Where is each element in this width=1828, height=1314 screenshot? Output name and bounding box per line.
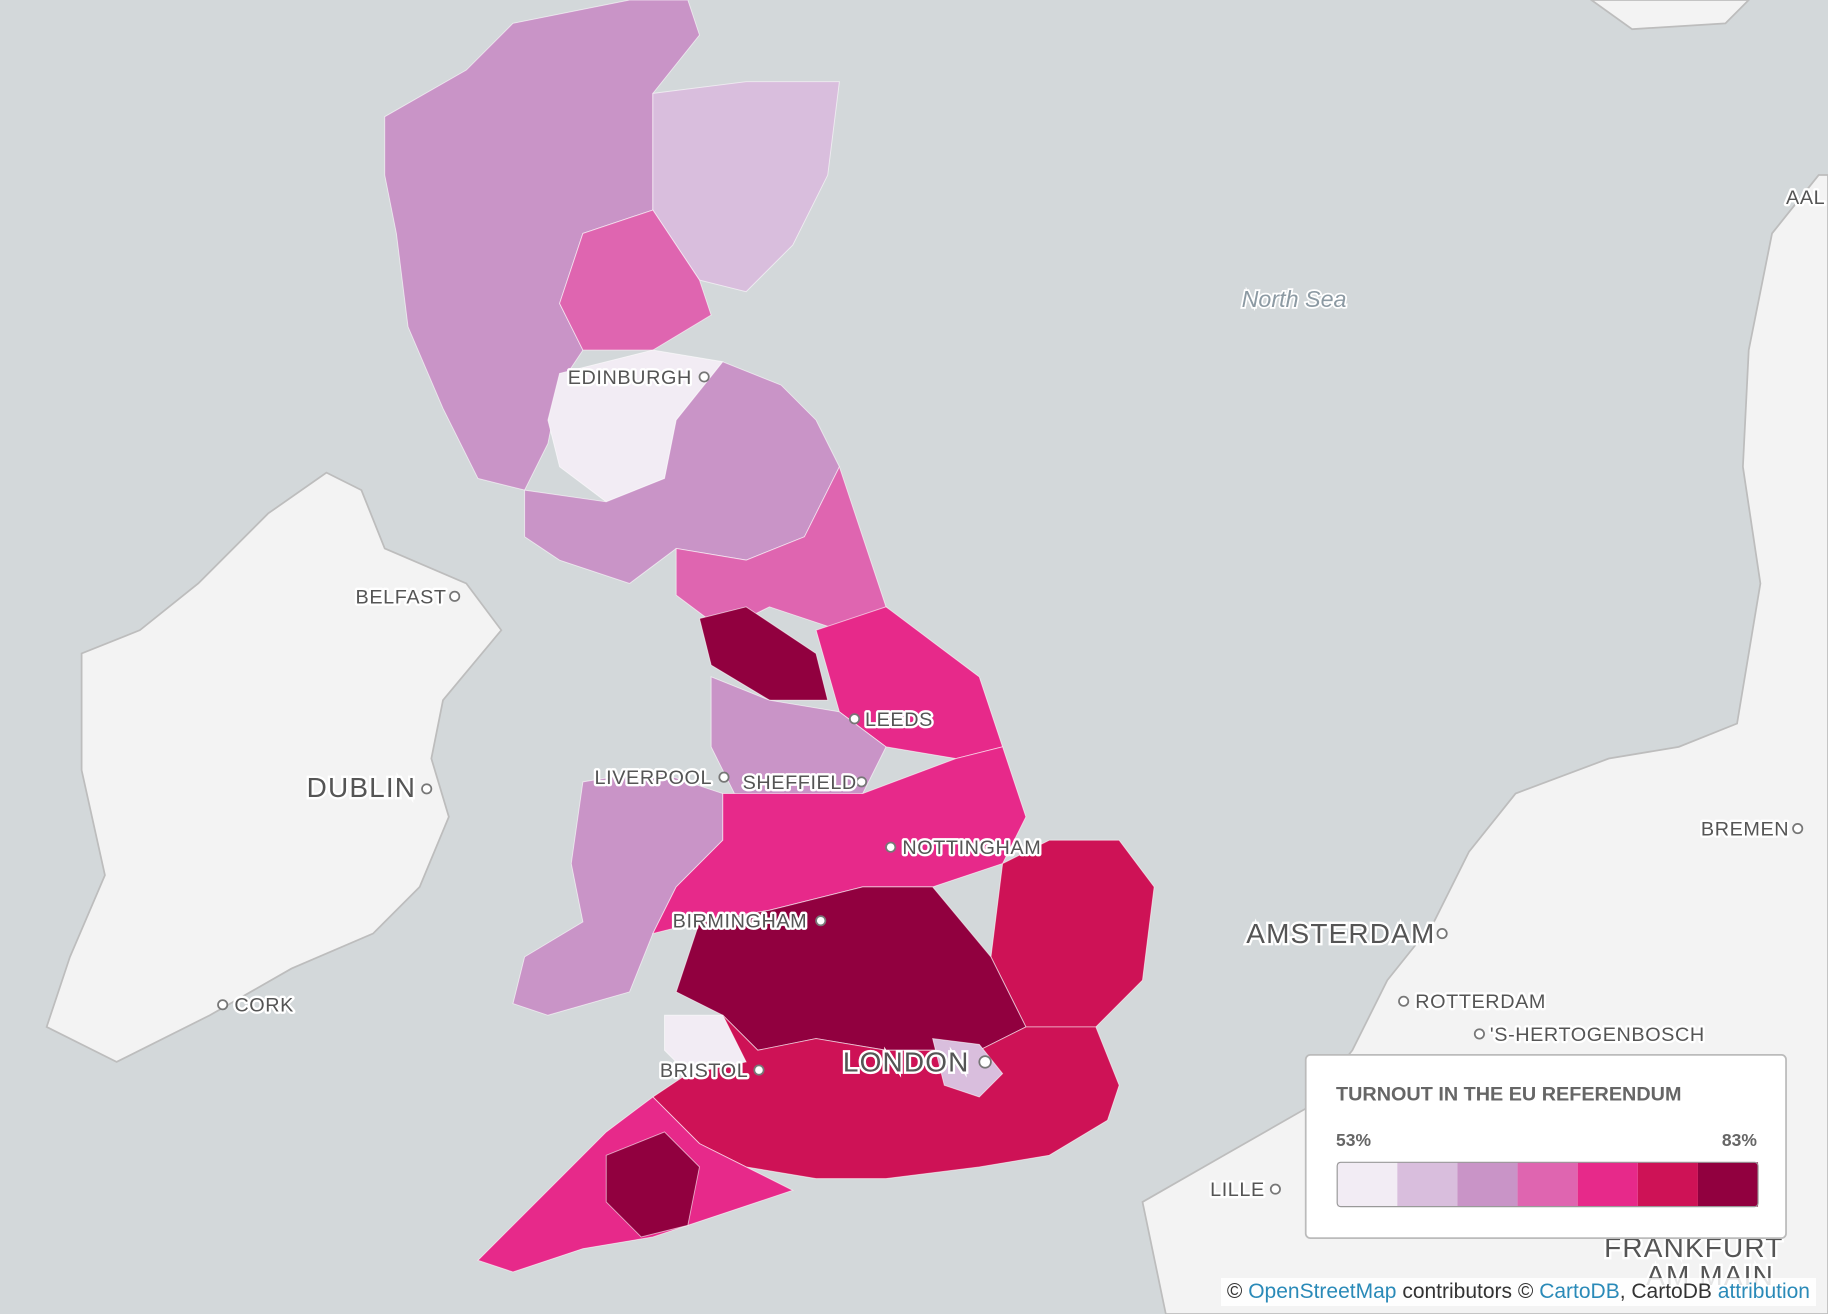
city-dot [1436,928,1448,940]
city-dot [849,713,861,725]
city-dot [856,776,868,788]
legend-swatch [1517,1162,1578,1207]
legend-title: TURNOUT IN THE EU REFERENDUM [1336,1083,1681,1105]
city-dot [1473,1028,1485,1040]
legend-min: 53% [1336,1130,1371,1150]
region [559,209,712,351]
legend: TURNOUT IN THE EU REFERENDUM 53% 83% [1304,1054,1787,1240]
legend-swatch [1397,1162,1458,1207]
city-label: BIRMINGHAM [673,911,808,933]
region [605,1131,700,1238]
city-label: BREMEN [1701,819,1789,841]
legend-box [1304,1054,1787,1240]
legend-swatch [1697,1162,1759,1207]
legend-scale [1336,1161,1759,1208]
city-label: 'S-HERTOGENBOSCH [1490,1024,1705,1046]
city-labels: EDINBURGH BELFAST DUBLIN LEEDS LIVERPOOL… [217,185,1827,1293]
city-dot [978,1055,992,1069]
legend-frame [1336,1161,1759,1208]
city-dot [718,771,730,783]
city-label: NOTTINGHAM [902,837,1041,859]
city-dot [449,590,461,602]
city-label: LIVERPOOL [595,767,713,789]
city-dot [1398,995,1410,1007]
attribution-link[interactable]: attribution [1717,1280,1810,1303]
legend-swatch [1457,1162,1518,1207]
land [45,471,503,1063]
region [932,1038,1004,1098]
city-dot [1792,823,1804,835]
city-dot [1269,1183,1281,1195]
sea-label: North Sea [1242,286,1347,312]
city-label: AAL [1786,187,1825,209]
city-label: LEEDS [865,709,933,731]
city-label: EDINBURGH [568,367,692,389]
city-dot [698,371,710,383]
city-label: LILLE [1210,1179,1265,1201]
city-label: BELFAST [356,586,447,608]
city-label: CORK [234,995,294,1017]
region [698,606,829,701]
legend-swatch [1637,1162,1698,1207]
city-label: ROTTERDAM [1415,991,1546,1013]
city-label: LONDON [843,1046,970,1077]
legend-swatch [1577,1162,1638,1207]
city-label: BRISTOL [660,1060,748,1082]
land [1589,0,1750,31]
city-dot [217,999,229,1011]
city-dot [885,841,897,853]
city-dot [815,915,827,927]
city-dot [421,783,433,795]
attribution-text: contributors © [1402,1280,1534,1303]
regions [384,0,1155,1273]
city-label: SHEFFIELD [743,772,857,794]
attribution-text: , CartoDB [1619,1280,1712,1303]
attribution: © OpenStreetMap contributors © CartoDB, … [1220,1278,1816,1306]
attribution-text: © [1226,1280,1243,1303]
legend-swatch [1337,1162,1398,1207]
osm-link[interactable]: OpenStreetMap [1248,1280,1397,1303]
city-dot [753,1064,765,1076]
legend-max: 83% [1722,1130,1757,1150]
city-label: AMSTERDAM [1246,918,1435,949]
carto-link[interactable]: CartoDB [1539,1280,1620,1303]
city-label: DUBLIN [307,772,417,803]
